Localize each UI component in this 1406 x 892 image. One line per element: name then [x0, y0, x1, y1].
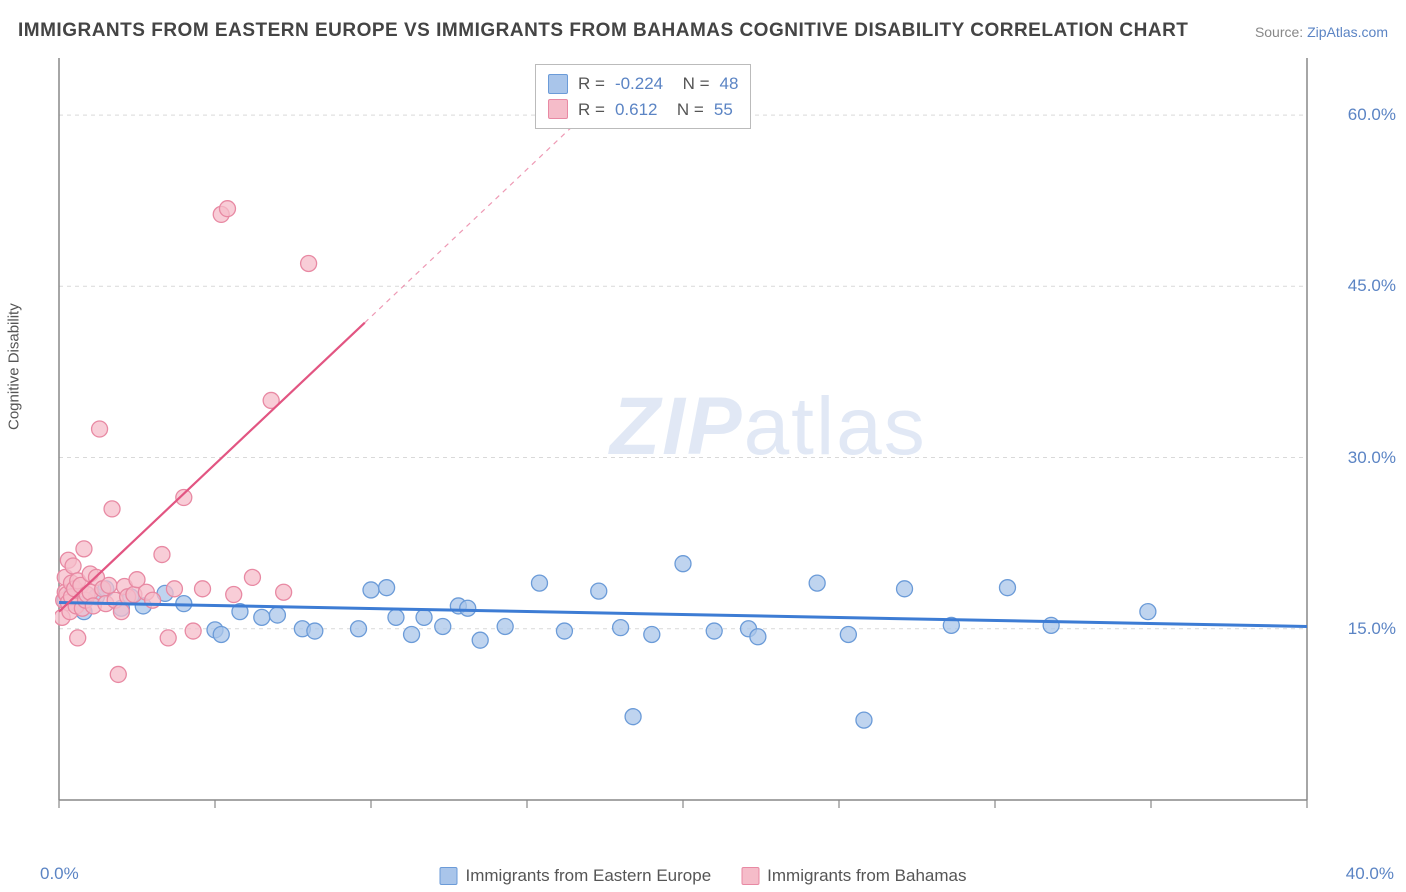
y-tick-label: 15.0%	[1348, 619, 1396, 639]
legend-label-bahamas: Immigrants from Bahamas	[767, 866, 966, 886]
stats-r-value-2: 0.612	[615, 97, 658, 123]
stats-swatch-bahamas	[548, 99, 568, 119]
chart-container: IMMIGRANTS FROM EASTERN EUROPE VS IMMIGR…	[0, 0, 1406, 892]
stats-n-value-1: 48	[720, 71, 739, 97]
y-tick-label: 60.0%	[1348, 105, 1396, 125]
source-link[interactable]: ZipAtlas.com	[1307, 24, 1388, 40]
stats-row-series-1: R = -0.224 N = 48	[548, 71, 738, 97]
chart-svg	[55, 50, 1355, 820]
legend-item-eastern-europe: Immigrants from Eastern Europe	[440, 866, 712, 886]
stats-r-value-1: -0.224	[615, 71, 663, 97]
stats-r-label: R =	[578, 97, 605, 123]
stats-n-value-2: 55	[714, 97, 733, 123]
correlation-stats-box: R = -0.224 N = 48 R = 0.612 N = 55	[535, 64, 751, 129]
legend-item-bahamas: Immigrants from Bahamas	[741, 866, 966, 886]
stats-r-label: R =	[578, 71, 605, 97]
chart-title: IMMIGRANTS FROM EASTERN EUROPE VS IMMIGR…	[18, 20, 1188, 42]
legend: Immigrants from Eastern Europe Immigrant…	[440, 866, 967, 886]
y-tick-label: 45.0%	[1348, 276, 1396, 296]
plot-area: ZIPatlas R = -0.224 N = 48 R = 0.612 N =…	[55, 50, 1355, 820]
legend-swatch-bahamas	[741, 867, 759, 885]
stats-n-label: N =	[667, 97, 703, 123]
x-axis-label-right: 40.0%	[1346, 864, 1394, 884]
x-axis-label-left: 0.0%	[40, 864, 79, 884]
legend-swatch-eastern-europe	[440, 867, 458, 885]
source-attribution: Source: ZipAtlas.com	[1255, 24, 1388, 40]
source-label: Source:	[1255, 24, 1307, 40]
y-axis-label: Cognitive Disability	[6, 303, 23, 430]
stats-row-series-2: R = 0.612 N = 55	[548, 97, 738, 123]
stats-swatch-eastern-europe	[548, 74, 568, 94]
legend-label-eastern-europe: Immigrants from Eastern Europe	[466, 866, 712, 886]
stats-n-label: N =	[673, 71, 709, 97]
y-tick-label: 30.0%	[1348, 448, 1396, 468]
